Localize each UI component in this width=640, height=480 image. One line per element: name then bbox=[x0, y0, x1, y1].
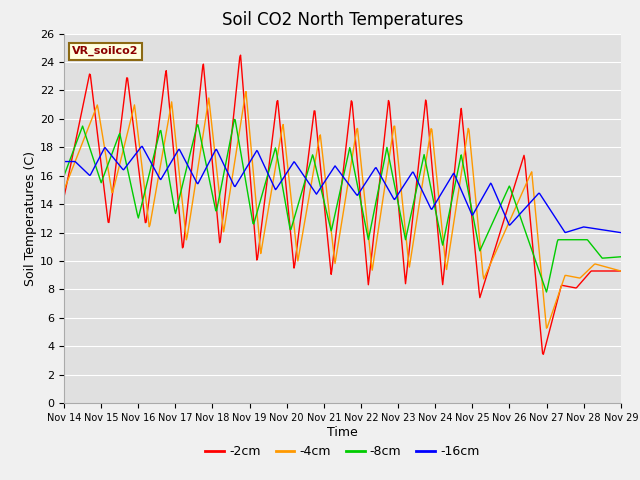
-8cm bbox=[543, 289, 550, 295]
-8cm bbox=[60, 173, 68, 179]
-2cm bbox=[184, 201, 192, 206]
-2cm bbox=[60, 194, 68, 200]
-16cm bbox=[617, 230, 625, 236]
-4cm bbox=[60, 187, 68, 193]
-8cm bbox=[411, 194, 419, 200]
-8cm bbox=[617, 254, 625, 260]
-4cm bbox=[184, 229, 192, 235]
-4cm bbox=[411, 229, 419, 235]
Line: -16cm: -16cm bbox=[64, 146, 621, 233]
-4cm bbox=[617, 268, 625, 274]
-4cm bbox=[242, 89, 250, 95]
-2cm bbox=[617, 268, 625, 274]
-8cm bbox=[70, 146, 78, 152]
Line: -4cm: -4cm bbox=[64, 92, 621, 328]
-8cm bbox=[184, 160, 192, 166]
-2cm bbox=[237, 52, 244, 58]
-4cm bbox=[70, 161, 78, 167]
-4cm bbox=[543, 325, 550, 331]
-16cm bbox=[428, 206, 435, 212]
Legend: -2cm, -4cm, -8cm, -16cm: -2cm, -4cm, -8cm, -16cm bbox=[200, 441, 484, 464]
Title: Soil CO2 North Temperatures: Soil CO2 North Temperatures bbox=[221, 11, 463, 29]
-16cm bbox=[138, 144, 146, 149]
-16cm bbox=[214, 150, 222, 156]
Line: -8cm: -8cm bbox=[64, 120, 621, 292]
-2cm bbox=[70, 146, 78, 152]
X-axis label: Time: Time bbox=[327, 426, 358, 439]
-4cm bbox=[127, 115, 135, 120]
-16cm bbox=[70, 159, 78, 165]
-2cm bbox=[540, 351, 547, 357]
-2cm bbox=[127, 107, 135, 112]
-16cm bbox=[127, 157, 135, 163]
Y-axis label: Soil Temperatures (C): Soil Temperatures (C) bbox=[24, 151, 37, 286]
-2cm bbox=[428, 153, 435, 158]
-8cm bbox=[214, 204, 221, 210]
-16cm bbox=[185, 164, 193, 170]
-4cm bbox=[214, 173, 221, 179]
Text: VR_soilco2: VR_soilco2 bbox=[72, 46, 139, 56]
-2cm bbox=[214, 214, 221, 220]
-2cm bbox=[411, 196, 419, 202]
-8cm bbox=[230, 117, 238, 122]
-8cm bbox=[428, 186, 435, 192]
-8cm bbox=[127, 184, 135, 190]
-16cm bbox=[411, 172, 419, 178]
-4cm bbox=[428, 126, 435, 132]
Line: -2cm: -2cm bbox=[64, 55, 621, 354]
-16cm bbox=[60, 159, 68, 165]
